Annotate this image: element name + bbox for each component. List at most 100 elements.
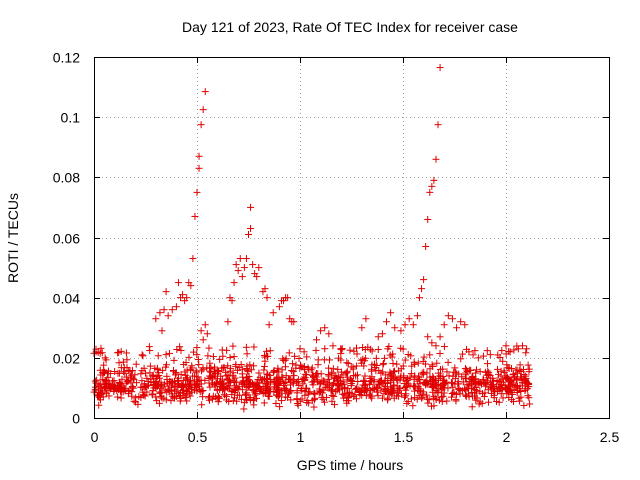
data-point <box>206 359 214 367</box>
data-point <box>199 106 207 114</box>
data-point <box>484 360 492 368</box>
data-point <box>426 365 434 373</box>
data-point <box>393 360 401 368</box>
chart-title: Day 121 of 2023, Rate Of TEC Index for r… <box>182 19 518 35</box>
data-point <box>95 401 103 409</box>
data-point <box>423 391 431 399</box>
data-point <box>353 344 361 352</box>
data-point <box>370 378 378 386</box>
data-point <box>337 374 345 382</box>
data-point <box>444 312 452 320</box>
data-point <box>324 371 332 379</box>
data-point <box>393 392 401 400</box>
data-point <box>197 376 205 384</box>
data-point <box>213 385 221 393</box>
data-point <box>129 384 137 392</box>
data-point <box>263 380 271 388</box>
data-point <box>383 318 391 326</box>
y-tick-label: 0.04 <box>53 291 80 307</box>
data-point <box>404 376 412 384</box>
data-point <box>255 264 263 272</box>
data-point <box>190 348 198 356</box>
data-point <box>468 380 476 388</box>
data-point <box>360 362 368 370</box>
data-point <box>353 371 361 379</box>
data-point <box>496 385 504 393</box>
data-point <box>440 343 448 351</box>
data-point <box>285 349 293 357</box>
data-point <box>344 359 352 367</box>
data-point <box>476 387 484 395</box>
data-point <box>226 354 234 362</box>
y-tick-labels: 0 0.02 0.04 0.06 0.08 0.1 0.12 <box>53 50 80 427</box>
data-point <box>362 386 370 394</box>
data-point <box>246 361 254 369</box>
data-point <box>278 366 286 374</box>
data-point <box>389 360 397 368</box>
data-point <box>410 358 418 366</box>
data-point <box>303 353 311 361</box>
data-point <box>199 386 207 394</box>
data-point <box>329 342 337 350</box>
data-point <box>451 364 459 372</box>
data-point <box>309 372 317 380</box>
data-point <box>191 372 199 380</box>
data-point <box>193 344 201 352</box>
data-point <box>452 396 460 404</box>
data-point <box>472 366 480 374</box>
data-point <box>301 376 309 384</box>
data-point <box>469 351 477 359</box>
data-point <box>334 365 342 373</box>
data-point <box>434 121 442 129</box>
data-point <box>308 371 316 379</box>
data-point <box>339 378 347 386</box>
data-point <box>278 389 286 397</box>
data-point <box>521 376 529 384</box>
data-point <box>135 393 143 401</box>
data-point <box>338 346 346 354</box>
data-point <box>176 343 184 351</box>
data-point <box>310 403 318 411</box>
data-point <box>97 386 105 394</box>
data-point <box>317 379 325 387</box>
data-point <box>504 387 512 395</box>
data-point <box>450 388 458 396</box>
data-point <box>292 364 300 372</box>
data-point <box>255 369 263 377</box>
data-point <box>223 346 231 354</box>
data-point <box>252 385 260 393</box>
data-point <box>461 321 469 329</box>
data-point <box>353 362 361 370</box>
data-point <box>238 365 246 373</box>
data-point <box>219 364 227 372</box>
data-point <box>300 348 308 356</box>
data-point <box>128 382 136 390</box>
data-point <box>157 392 165 400</box>
data-point <box>347 380 355 388</box>
data-point <box>408 362 416 370</box>
data-point <box>329 365 337 373</box>
data-point <box>208 374 216 382</box>
x-tick-label: 1.5 <box>394 429 414 445</box>
data-point <box>278 397 286 405</box>
x-tick-label: 0.5 <box>188 429 208 445</box>
data-point <box>206 383 214 391</box>
data-point <box>282 372 290 380</box>
data-point <box>221 391 229 399</box>
data-point <box>155 399 163 407</box>
data-point <box>387 309 395 317</box>
x-axis-label: GPS time / hours <box>297 457 404 473</box>
data-point <box>235 391 243 399</box>
data-point <box>226 376 234 384</box>
data-point <box>115 369 123 377</box>
data-point <box>476 368 484 376</box>
data-point <box>443 397 451 405</box>
data-point <box>275 386 283 394</box>
data-point <box>438 386 446 394</box>
data-point <box>381 377 389 385</box>
data-point <box>250 343 258 351</box>
data-point <box>284 393 292 401</box>
data-point <box>312 346 320 354</box>
data-point <box>263 294 271 302</box>
